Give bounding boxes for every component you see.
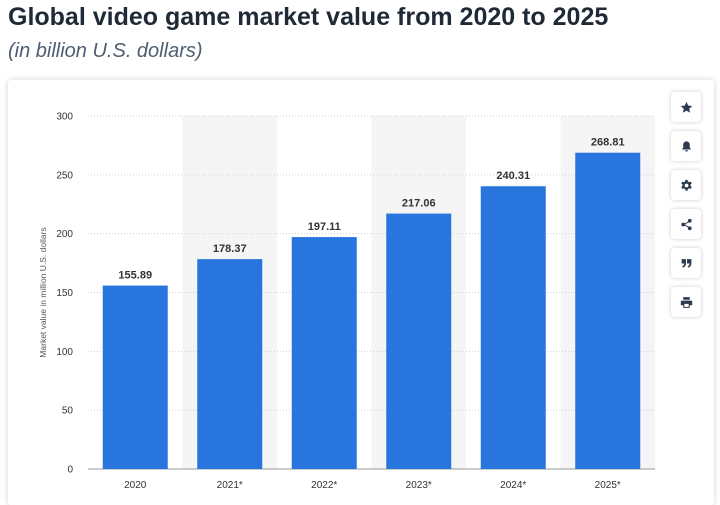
print-button[interactable] xyxy=(671,287,701,317)
bar-chart: 0 50 100 150 200 250 300 155.89 2020 178.37 2021* 1… xyxy=(38,112,655,491)
cite-button[interactable] xyxy=(671,248,701,278)
y-tick-label: 300 xyxy=(56,112,73,123)
bar xyxy=(575,152,641,469)
bar-value-label: 240.31 xyxy=(496,170,530,182)
bar-value-label: 217.06 xyxy=(402,198,436,210)
chart-card: 0 50 100 150 200 250 300 155.89 2020 178.37 2021* 1… xyxy=(8,80,714,505)
bar-value-label: 155.89 xyxy=(118,270,152,282)
bar xyxy=(291,237,357,469)
share-icon xyxy=(680,218,692,230)
bar xyxy=(386,213,452,469)
share-button[interactable] xyxy=(671,209,701,239)
bar xyxy=(102,285,168,469)
page-subtitle: (in billion U.S. dollars) xyxy=(8,40,203,62)
bar-value-label: 268.81 xyxy=(591,137,625,149)
y-tick-label: 150 xyxy=(56,288,73,299)
star-icon xyxy=(680,101,692,113)
y-tick-label: 200 xyxy=(56,229,73,240)
y-tick-label: 100 xyxy=(56,347,73,358)
print-icon xyxy=(680,296,692,308)
settings-button[interactable] xyxy=(671,170,701,200)
x-tick-label: 2025* xyxy=(595,480,621,491)
favorite-button[interactable] xyxy=(671,92,701,122)
gear-icon xyxy=(680,179,692,191)
x-tick-label: 2024* xyxy=(500,480,526,491)
y-tick-label: 0 xyxy=(67,465,73,476)
y-axis-title: Market value in million U.S. dollars xyxy=(38,227,48,357)
notification-button[interactable] xyxy=(671,131,701,161)
bar-value-label: 197.11 xyxy=(308,221,341,233)
y-tick-label: 50 xyxy=(62,406,74,417)
bar-value-label: 178.37 xyxy=(213,243,247,255)
bar xyxy=(480,186,546,469)
bell-icon xyxy=(681,140,691,152)
x-tick-label: 2023* xyxy=(406,480,432,491)
x-tick-label: 2020 xyxy=(124,480,147,491)
bar xyxy=(197,259,263,469)
quote-icon xyxy=(681,258,691,268)
x-tick-label: 2021* xyxy=(217,480,243,491)
x-tick-label: 2022* xyxy=(311,480,337,491)
page-title: Global video game market value from 2020… xyxy=(8,3,609,31)
y-tick-label: 250 xyxy=(56,170,73,181)
